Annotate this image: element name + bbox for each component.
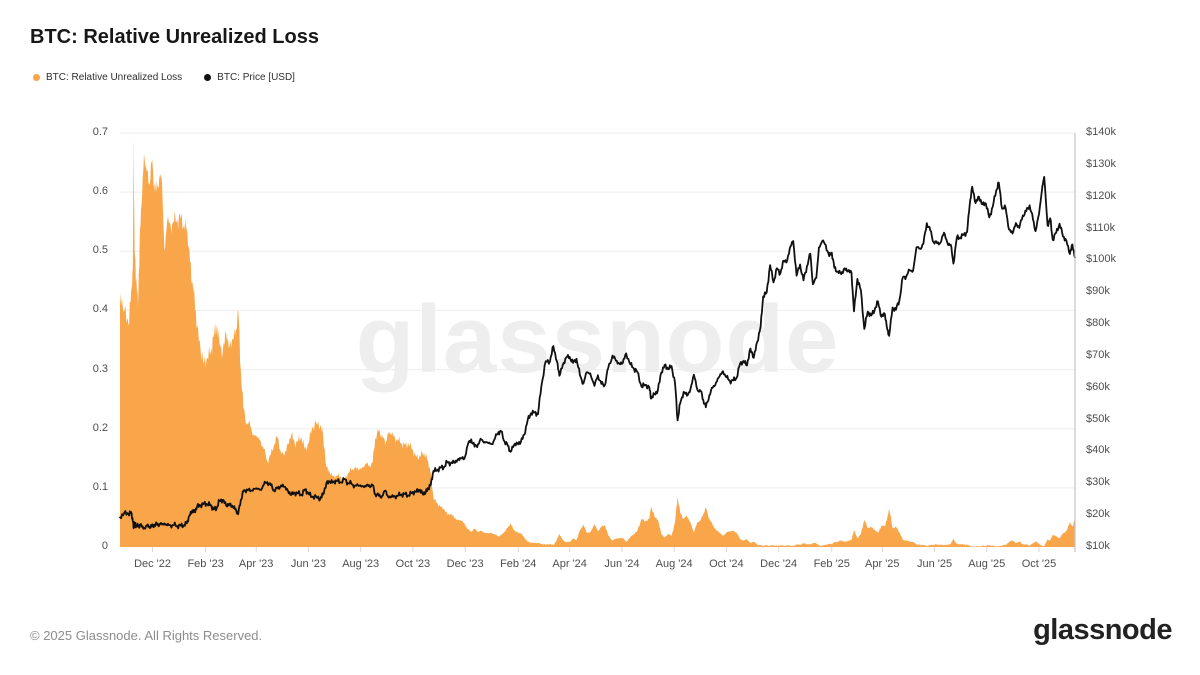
y-right-tick-label: $10k xyxy=(1086,540,1110,552)
series-line-price xyxy=(119,176,1076,530)
x-tick-label: Feb '25 xyxy=(813,558,850,570)
y-right-tick-label: $50k xyxy=(1086,412,1110,425)
y-left-tick-label: 0.5 xyxy=(92,244,108,257)
y-right-tick-label: $100k xyxy=(1086,253,1116,266)
y-left-tick-label: 0.2 xyxy=(92,421,108,434)
legend-dot-black-icon xyxy=(204,74,212,81)
y-left-tick-label: 0.4 xyxy=(92,303,108,316)
y-right-tick-label: $130k xyxy=(1086,157,1116,170)
legend-label-price: BTC: Price [USD] xyxy=(217,72,295,83)
glassnode-logo: glassnode xyxy=(1033,614,1172,646)
y-right-tick-label: $20k xyxy=(1086,508,1110,521)
y-left-tick-label: 0.6 xyxy=(92,185,108,198)
x-tick-label: Oct '25 xyxy=(1021,558,1057,570)
legend-item-relative-unrealized-loss[interactable]: BTC: Relative Unrealized Loss xyxy=(33,72,182,83)
x-tick-label: Dec '24 xyxy=(760,558,798,570)
y-right-tick-label: $120k xyxy=(1086,189,1116,202)
y-right-tick-label: $40k xyxy=(1086,444,1110,457)
x-tick-label: Aug '23 xyxy=(342,558,380,570)
y-right-tick-label: $30k xyxy=(1086,476,1110,489)
y-left-tick-label: 0.3 xyxy=(92,362,108,375)
plot-svg[interactable] xyxy=(119,132,1076,552)
x-tick-label: Apr '24 xyxy=(552,558,587,570)
legend: BTC: Relative Unrealized Loss BTC: Price… xyxy=(33,72,295,83)
x-tick-label: Oct '24 xyxy=(709,558,744,570)
x-tick-label: Feb '24 xyxy=(500,558,537,570)
x-tick-label: Jun '23 xyxy=(290,558,326,570)
x-tick-label: Jun '25 xyxy=(916,558,953,570)
y-right-tick-label: $140k xyxy=(1086,126,1116,138)
page-title: BTC: Relative Unrealized Loss xyxy=(30,26,319,48)
y-left-tick-label: 0 xyxy=(101,540,108,552)
y-right-tick-label: $110k xyxy=(1086,221,1116,234)
x-tick-label: Aug '24 xyxy=(655,558,693,570)
x-tick-label: Apr '25 xyxy=(865,558,900,570)
x-tick-label: Oct '23 xyxy=(395,558,431,570)
y-left-tick-label: 0.7 xyxy=(92,126,108,138)
x-tick-label: Feb '23 xyxy=(187,558,224,570)
legend-dot-orange-icon xyxy=(33,74,40,81)
legend-label-relative-unrealized-loss: BTC: Relative Unrealized Loss xyxy=(46,72,183,83)
y-left-tick-label: 0.1 xyxy=(92,480,108,493)
x-tick-label: Jun '24 xyxy=(604,558,640,570)
y-right-tick-label: $90k xyxy=(1086,285,1110,298)
y-right-tick-label: $80k xyxy=(1086,317,1110,330)
x-tick-label: Apr '23 xyxy=(238,558,274,570)
x-tick-label: Dec '23 xyxy=(446,558,484,570)
legend-item-price[interactable]: BTC: Price [USD] xyxy=(204,72,295,83)
y-right-tick-label: $70k xyxy=(1086,348,1110,361)
x-tick-label: Aug '25 xyxy=(968,558,1006,570)
y-right-tick-label: $60k xyxy=(1086,380,1110,393)
copyright-text: © 2025 Glassnode. All Rights Reserved. xyxy=(30,628,263,643)
x-tick-label: Dec '22 xyxy=(134,558,172,570)
